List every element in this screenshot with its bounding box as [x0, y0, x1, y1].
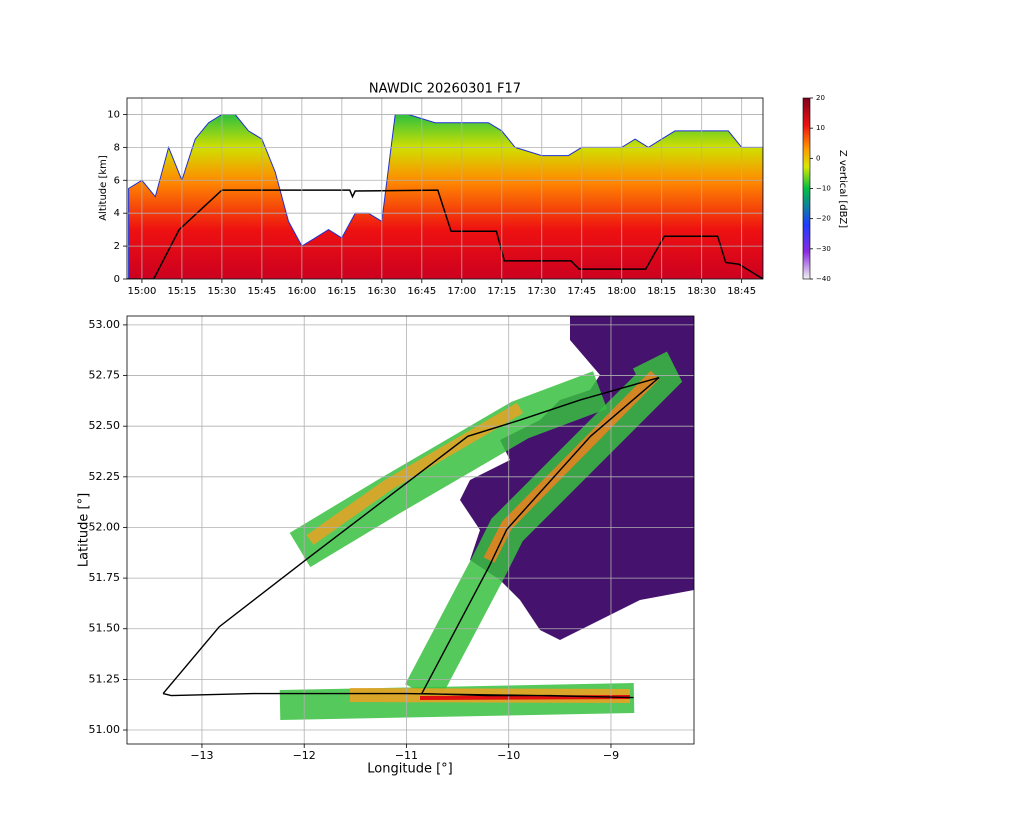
radar-swath [289, 371, 608, 568]
y-tick-label: 51.75 [89, 571, 121, 584]
y-axis-label: Latitude [°] [77, 493, 92, 567]
axes-frame [126, 97, 764, 280]
colorbar-tick-label: −40 [816, 275, 831, 283]
x-tick-label: 16:30 [367, 286, 396, 297]
x-tick-label: −12 [293, 749, 316, 762]
x-axis-label: Longitude [°] [367, 762, 452, 777]
y-tick-label: 52.25 [89, 470, 121, 483]
x-tick-label: 17:45 [567, 286, 596, 297]
x-tick-label: 16:15 [327, 286, 356, 297]
x-tick-label: 18:15 [647, 286, 676, 297]
colorbar-tick-label: 10 [816, 124, 825, 132]
y-tick-label: 51.00 [89, 723, 121, 736]
plot-area [127, 114, 763, 279]
x-tick-label: 15:00 [128, 286, 157, 297]
x-tick-label: −10 [497, 749, 520, 762]
y-tick-label: 53.00 [89, 318, 121, 331]
y-tick-label: 8 [114, 142, 120, 153]
x-tick-label: 17:00 [447, 286, 476, 297]
y-tick-label: 10 [107, 109, 120, 120]
x-tick-label: 18:30 [687, 286, 716, 297]
x-tick-label: 16:45 [407, 286, 436, 297]
x-tick-label: 17:30 [527, 286, 556, 297]
y-tick-label: 51.25 [89, 672, 121, 685]
radar-swath [483, 370, 660, 563]
colorbar-tick-label: 0 [816, 154, 820, 162]
chart-title: NAWDIC 20260301 F17 [369, 82, 521, 97]
echo-top-area [128, 114, 763, 279]
map-background [279, 316, 694, 720]
x-tick-label: 15:30 [207, 286, 236, 297]
y-tick-label: 52.00 [89, 520, 121, 533]
axes-frame [126, 315, 695, 745]
y-tick-label: 51.50 [89, 622, 121, 635]
colorbar-tick-label: −10 [816, 185, 831, 193]
x-tick-label: 18:45 [727, 286, 756, 297]
colorbar-tick-label: −20 [816, 215, 831, 223]
y-tick-label: 0 [114, 274, 120, 285]
x-tick-label: 15:15 [167, 286, 196, 297]
x-tick-label: −13 [190, 749, 213, 762]
plot-area [162, 376, 660, 699]
flight-track [162, 376, 660, 699]
y-tick-label: 52.75 [89, 369, 121, 382]
colorbar-label: Z vertical [dBZ] [837, 150, 848, 228]
colorbar-tick-label: 20 [816, 94, 825, 102]
x-tick-label: 18:00 [607, 286, 636, 297]
colorbar [802, 97, 811, 280]
y-tick-label: 4 [114, 208, 120, 219]
x-tick-label: 15:45 [247, 286, 276, 297]
colorbar-tick-label: −30 [816, 245, 831, 253]
y-tick-label: 52.50 [89, 419, 121, 432]
x-tick-label: −9 [603, 749, 619, 762]
x-tick-label: 17:15 [487, 286, 516, 297]
y-axis-label: Altitude [km] [98, 155, 109, 221]
x-tick-label: 16:00 [287, 286, 316, 297]
y-tick-label: 6 [114, 175, 120, 186]
x-tick-label: −11 [395, 749, 418, 762]
y-tick-label: 2 [114, 241, 120, 252]
